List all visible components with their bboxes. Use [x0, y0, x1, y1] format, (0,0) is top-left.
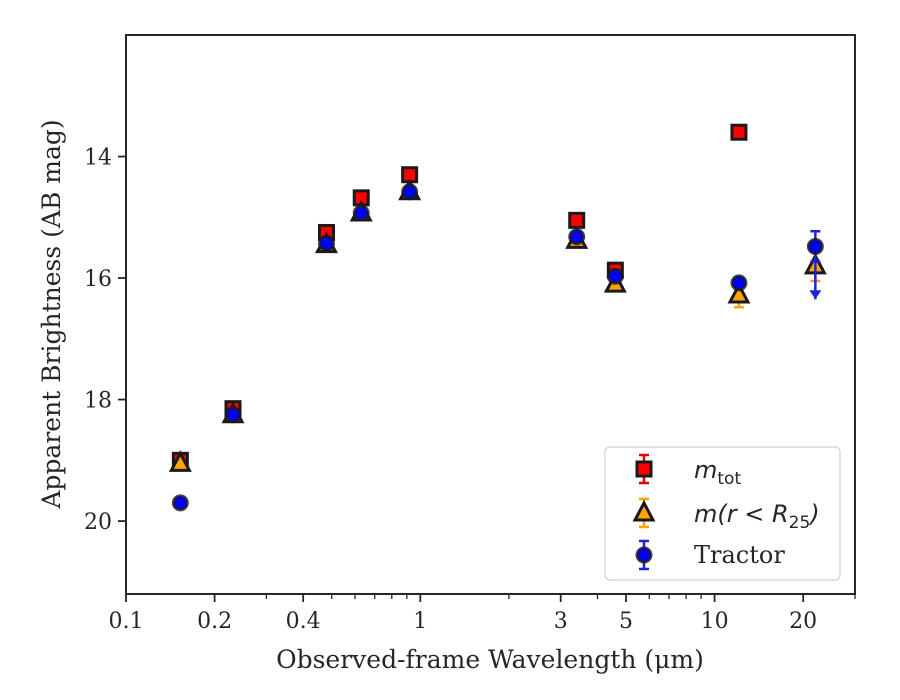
- legend-label-m-r25: m(r < R25): [694, 500, 820, 533]
- data-point: [606, 267, 624, 285]
- x-tick-label: 1: [413, 609, 427, 634]
- legend-markers: [632, 453, 656, 571]
- x-tick-label: 0.4: [286, 609, 321, 634]
- x-axis-label: Observed-frame Wavelength (μm): [276, 645, 704, 674]
- axis-ticks: 0.1 0.2 0.4 1 3 5 10 20 14 16 18 20: [84, 146, 856, 634]
- x-tick-label: 0.2: [197, 609, 232, 634]
- data-point: [730, 123, 748, 141]
- upper-limit-arrowhead: [809, 290, 822, 300]
- series-2: [171, 183, 824, 512]
- legend-marker: [635, 460, 653, 478]
- y-axis-label: Apparent Brightness (AB mag): [37, 119, 66, 509]
- y-tick-label: 14: [84, 146, 112, 171]
- y-tick-label: 20: [84, 510, 112, 535]
- series-1: [168, 178, 827, 472]
- legend-label-tractor: Tractor: [694, 541, 785, 569]
- data-point: [401, 183, 419, 201]
- y-tick-label: 16: [84, 267, 112, 292]
- legend-marker: [632, 499, 656, 522]
- x-tick-label: 0.1: [109, 609, 144, 634]
- plot-frame: [125, 34, 856, 595]
- data-point: [317, 234, 335, 252]
- legend-frame: [604, 446, 841, 581]
- x-tick-label: 5: [619, 609, 633, 634]
- legend-marker: [635, 546, 653, 564]
- data-point: [727, 281, 751, 304]
- data-point: [171, 494, 189, 512]
- data-point: [806, 237, 824, 255]
- x-tick-label: 3: [554, 609, 568, 634]
- data-point: [568, 228, 586, 246]
- data-point: [568, 211, 586, 229]
- series-0: [171, 123, 748, 469]
- data-points: [168, 123, 827, 512]
- data-point: [730, 274, 748, 292]
- data-point: [352, 204, 370, 222]
- legend: mtot m(r < R25) Tractor: [604, 446, 841, 581]
- x-tick-label: 20: [789, 609, 817, 634]
- data-point: [224, 406, 242, 424]
- legend-label-m-tot: mtot: [694, 456, 741, 489]
- y-tick-label: 18: [84, 389, 112, 414]
- data-point: [168, 450, 192, 472]
- x-tick-label: 10: [701, 609, 729, 634]
